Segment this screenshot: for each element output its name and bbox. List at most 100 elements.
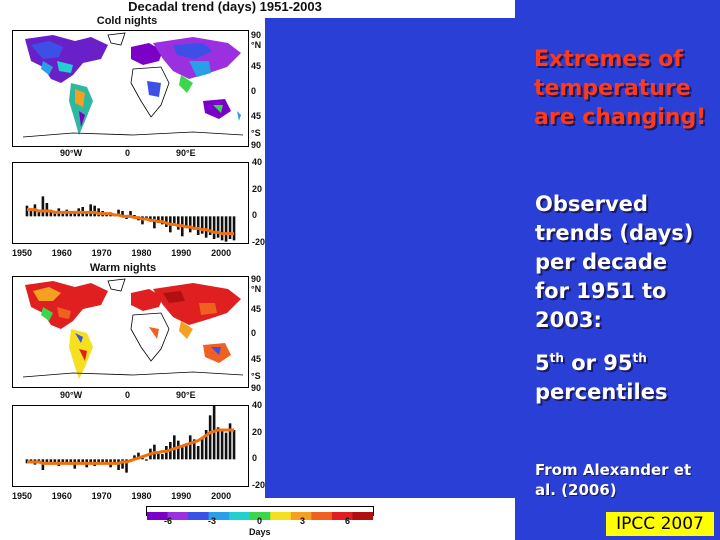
- body-line: Observed: [535, 192, 648, 216]
- y-tick-label: 20: [252, 426, 263, 437]
- bar: [73, 212, 77, 217]
- bar: [89, 204, 92, 217]
- bar: [224, 432, 228, 460]
- bar: [157, 216, 160, 223]
- colorbar-swatch: [290, 512, 312, 520]
- lat-label: 0: [251, 86, 257, 96]
- ipcc-badge: IPCC 2007: [606, 512, 714, 536]
- bar: [208, 216, 212, 235]
- colorbar-swatch: [147, 512, 169, 520]
- lon-label: 0: [125, 148, 131, 158]
- lat-label: 90: [251, 30, 262, 40]
- bar: [45, 459, 49, 462]
- bar: [208, 415, 212, 460]
- colorbar-tick: -3: [208, 516, 217, 526]
- colorbar-tick: 0: [257, 516, 263, 526]
- bar: [200, 438, 204, 460]
- bar: [232, 430, 236, 460]
- reference-text: From Alexander et al. (2006): [535, 461, 692, 499]
- lon-label: 90°E: [176, 148, 196, 158]
- bar: [196, 216, 200, 235]
- bar: [157, 451, 160, 460]
- bar: [180, 447, 184, 460]
- bar: [184, 443, 188, 460]
- x-tick-label: 1990: [171, 248, 192, 258]
- y-tick-label: 20: [252, 183, 263, 194]
- colorbar-tick: 3: [300, 516, 306, 526]
- bar: [176, 216, 180, 230]
- x-tick-label: 2000: [211, 248, 232, 258]
- warm-nights-map: [12, 276, 249, 388]
- slide-headline: Extremes of temperature are changing!: [534, 45, 709, 132]
- bar: [224, 216, 228, 242]
- x-tick-label: 1990: [171, 491, 192, 501]
- blue-background-block: [265, 18, 515, 498]
- body-line: trends (days): [535, 221, 694, 245]
- trend-line: [26, 428, 235, 465]
- x-tick-label: 2000: [211, 491, 232, 501]
- bar: [188, 216, 192, 233]
- cold-nights-map: [12, 30, 249, 147]
- bar: [113, 459, 116, 462]
- headline-line: are changing!: [534, 105, 707, 130]
- bar: [161, 454, 164, 460]
- lon-label: 0: [125, 390, 131, 400]
- bar: [153, 216, 156, 229]
- bar: [133, 455, 136, 460]
- warm-nights-title: Warm nights: [89, 262, 157, 274]
- bar: [133, 215, 136, 217]
- x-tick-label: 1970: [91, 491, 112, 501]
- colorbar-swatch: [188, 512, 210, 520]
- body-line: for 1951 to: [535, 279, 667, 303]
- x-tick-label: 1960: [51, 491, 72, 501]
- body-line: per decade: [535, 250, 668, 274]
- bar: [125, 459, 128, 473]
- colorbar-tick: 6: [345, 516, 351, 526]
- x-tick-label: 1980: [131, 248, 152, 258]
- bar: [216, 427, 220, 460]
- bar: [53, 212, 57, 217]
- lat-label: 45: [251, 61, 262, 71]
- bar: [145, 459, 148, 461]
- bar: [184, 216, 188, 227]
- bar: [129, 211, 132, 217]
- headline-line: Extremes of: [534, 47, 683, 72]
- y-tick-label: 0: [252, 210, 258, 221]
- lat-label: 45: [251, 111, 262, 121]
- slide-text-panel: [515, 0, 720, 540]
- colorbar-swatch: [311, 512, 333, 520]
- bar: [204, 216, 208, 238]
- bar: [216, 216, 220, 238]
- bar: [196, 446, 200, 460]
- lat-label: 45: [251, 354, 262, 364]
- bar: [228, 216, 232, 239]
- bar: [232, 216, 236, 241]
- colorbar-graphic: [147, 512, 374, 520]
- percentile-tail: percentiles: [535, 380, 668, 404]
- colorbar-swatch: [270, 512, 292, 520]
- bar: [220, 430, 224, 460]
- bar: [137, 452, 140, 460]
- colorbar-tick: -6: [164, 516, 173, 526]
- bar: [61, 213, 65, 217]
- lat-label: 90: [251, 140, 262, 150]
- bar: [117, 209, 120, 217]
- bar: [77, 459, 81, 462]
- bar: [220, 216, 224, 241]
- bar: [105, 459, 108, 462]
- x-tick-label: 1950: [11, 248, 32, 258]
- x-tick-label: 1960: [51, 248, 72, 258]
- percentile-line: 5th or 95th: [535, 351, 647, 375]
- lat-label: 90: [251, 383, 262, 393]
- figure-title: Decadal trend (days) 1951-2003: [128, 0, 322, 14]
- bar: [61, 459, 65, 462]
- cold-nights-map-graphic: [22, 32, 244, 138]
- lon-label: 90°W: [60, 148, 83, 158]
- bar: [176, 440, 180, 460]
- warm-nights-chart: [25, 406, 236, 473]
- headline-line: temperature: [534, 76, 691, 101]
- lat-label: 0: [251, 328, 257, 338]
- bar: [121, 211, 124, 217]
- x-tick-label: 1980: [131, 491, 152, 501]
- lat-label: 45: [251, 304, 262, 314]
